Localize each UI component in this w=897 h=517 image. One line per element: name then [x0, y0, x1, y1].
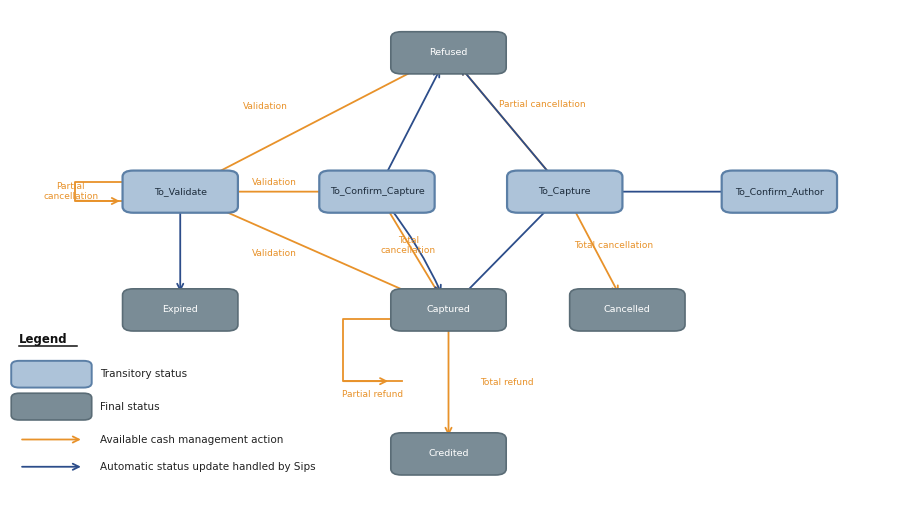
Text: Refused: Refused	[430, 48, 467, 57]
Text: Total
cancellation: Total cancellation	[380, 236, 436, 255]
Text: Total cancellation: Total cancellation	[574, 241, 654, 250]
Text: Partial cancellation: Partial cancellation	[499, 100, 586, 109]
FancyBboxPatch shape	[391, 32, 506, 74]
Text: To_Confirm_Capture: To_Confirm_Capture	[329, 187, 424, 196]
Text: Total refund: Total refund	[480, 378, 534, 387]
Text: Final status: Final status	[100, 402, 160, 412]
Text: To_Confirm_Author: To_Confirm_Author	[735, 187, 823, 196]
Text: Expired: Expired	[162, 306, 198, 314]
Text: Transitory status: Transitory status	[100, 369, 187, 379]
FancyBboxPatch shape	[12, 361, 91, 388]
Text: Captured: Captured	[427, 306, 470, 314]
FancyBboxPatch shape	[319, 171, 435, 212]
FancyBboxPatch shape	[391, 433, 506, 475]
FancyBboxPatch shape	[123, 171, 238, 212]
Text: Available cash management action: Available cash management action	[100, 434, 283, 445]
Text: Validation: Validation	[252, 249, 297, 258]
Text: Legend: Legend	[19, 333, 68, 346]
FancyBboxPatch shape	[570, 289, 685, 331]
Text: Cancelled: Cancelled	[604, 306, 650, 314]
FancyBboxPatch shape	[507, 171, 623, 212]
Text: Validation: Validation	[243, 102, 288, 111]
Text: To_Validate: To_Validate	[153, 187, 206, 196]
FancyBboxPatch shape	[123, 289, 238, 331]
FancyBboxPatch shape	[12, 393, 91, 420]
FancyBboxPatch shape	[391, 289, 506, 331]
Text: Automatic status update handled by Sips: Automatic status update handled by Sips	[100, 462, 316, 472]
Text: Credited: Credited	[428, 449, 469, 459]
Text: Partial refund: Partial refund	[342, 389, 403, 399]
FancyBboxPatch shape	[722, 171, 837, 212]
Text: Partial
cancellation: Partial cancellation	[43, 182, 99, 201]
Text: To_Capture: To_Capture	[538, 187, 591, 196]
Text: Validation: Validation	[252, 178, 297, 187]
